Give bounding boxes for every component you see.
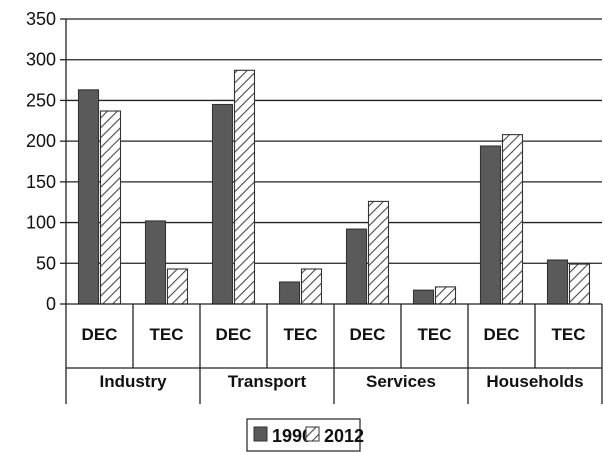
bar-2012-industry-dec xyxy=(99,110,122,305)
y-tick-label: 200 xyxy=(26,131,56,151)
bar-1990-transport-tec xyxy=(278,281,301,305)
x-category-label: DEC xyxy=(350,325,386,344)
x-group-label: Industry xyxy=(99,372,167,391)
x-group-label: Households xyxy=(486,372,583,391)
y-tick-label: 350 xyxy=(26,9,56,29)
x-group-label: Transport xyxy=(228,372,307,391)
bar-1990-industry-tec xyxy=(144,220,167,305)
bar-2012-services-tec xyxy=(434,286,457,305)
y-tick-label: 300 xyxy=(26,50,56,70)
bar-2012-households-tec xyxy=(568,263,591,305)
y-tick-label: 150 xyxy=(26,172,56,192)
bar-2012-services-dec xyxy=(367,200,390,305)
y-tick-label: 250 xyxy=(26,90,56,110)
x-category-label: DEC xyxy=(82,325,118,344)
bar-1990-services-tec xyxy=(412,289,435,305)
x-category-label: TEC xyxy=(418,325,452,344)
legend-label-2012: 2012 xyxy=(324,426,364,446)
x-group-label: Services xyxy=(366,372,436,391)
bars xyxy=(77,69,591,305)
bar-2012-transport-tec xyxy=(300,268,323,305)
legend: 1990 2012 xyxy=(246,418,364,452)
x-category-label: TEC xyxy=(150,325,184,344)
legend-label-1990: 1990 xyxy=(272,426,312,446)
x-category-label: DEC xyxy=(216,325,252,344)
bar-1990-industry-dec xyxy=(77,89,100,305)
bar-2012-industry-tec xyxy=(166,268,189,305)
x-category-label: DEC xyxy=(484,325,520,344)
y-tick-label: 100 xyxy=(26,213,56,233)
y-tick-label: 50 xyxy=(36,253,56,273)
bar-2012-transport-dec xyxy=(233,69,256,305)
bar-2012-households-dec xyxy=(501,134,524,305)
bar-1990-households-dec xyxy=(479,145,502,305)
legend-swatch-1990 xyxy=(253,426,268,442)
bar-1990-services-dec xyxy=(345,228,368,305)
y-tick-labels: 0 50 100 150 200 250 300 350 xyxy=(26,9,56,314)
legend-swatch-2012 xyxy=(305,426,320,442)
bar-1990-households-tec xyxy=(546,259,569,305)
x-category-label: TEC xyxy=(284,325,318,344)
bar-1990-transport-dec xyxy=(211,103,234,305)
axes xyxy=(60,18,603,404)
x-category-label: TEC xyxy=(552,325,586,344)
y-tick-label: 0 xyxy=(46,294,56,314)
x-category-labels: DEC TEC DEC TEC DEC TEC DEC TEC Industry Transpor… xyxy=(82,325,586,391)
